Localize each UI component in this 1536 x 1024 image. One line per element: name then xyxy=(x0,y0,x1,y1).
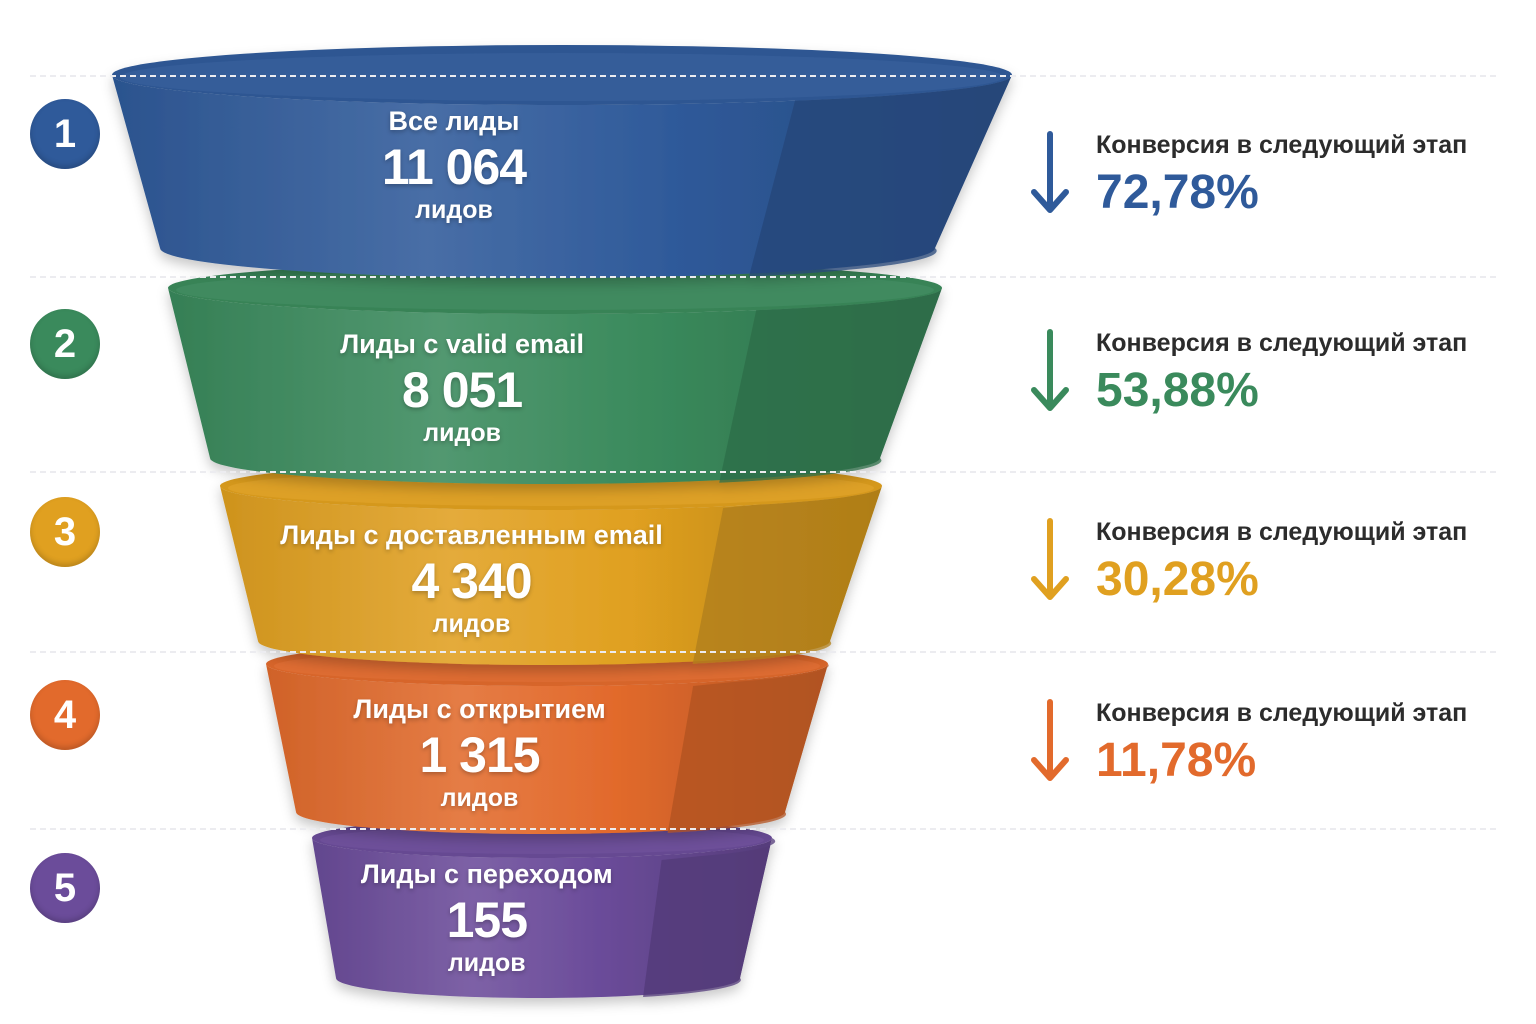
divider xyxy=(30,276,1496,278)
funnel-segment-1 xyxy=(112,45,1012,279)
segment-facet xyxy=(667,664,829,833)
stage-value: 11 064 xyxy=(381,139,527,195)
conversion-item: Конверсия в следующий этап 30,28% xyxy=(1026,517,1506,617)
stage-number-badge: 5 xyxy=(30,853,100,923)
stage-label: Все лиды xyxy=(388,106,520,136)
segment-facet xyxy=(749,75,1012,277)
divider xyxy=(30,828,1496,830)
stage-unit: лидов xyxy=(440,784,519,812)
stage-value: 1 315 xyxy=(419,727,540,783)
stage-unit: лидов xyxy=(423,419,501,447)
segment-facet xyxy=(643,838,776,997)
segment-rim-inner xyxy=(120,53,1004,101)
divider xyxy=(30,75,1496,77)
funnel-segment-5 xyxy=(312,818,776,998)
conversion-item: Конверсия в следующий этап 53,88% xyxy=(1026,328,1506,428)
stage-number-badge: 2 xyxy=(30,309,100,379)
divider xyxy=(30,651,1496,653)
conversion-label: Конверсия в следующий этап xyxy=(1096,329,1468,357)
divider xyxy=(30,471,1496,473)
conversion-value: 72,78% xyxy=(1096,166,1259,219)
stage-unit: лидов xyxy=(415,196,493,224)
conversion-label: Конверсия в следующий этап xyxy=(1096,699,1468,727)
stage-text-3: Лиды с доставленным email 4 340 лидов xyxy=(232,518,712,638)
arrow-down-icon xyxy=(1031,699,1069,781)
stage-unit: лидов xyxy=(432,610,511,638)
stage-value: 8 051 xyxy=(402,362,523,418)
stage-value: 155 xyxy=(446,892,528,948)
segment-rim-inner xyxy=(176,270,934,310)
stage-label: Лиды с valid email xyxy=(340,329,585,359)
stage-number-badge: 3 xyxy=(30,497,100,567)
arrow-down-icon xyxy=(1031,329,1069,411)
stage-text-2: Лиды с valid email 8 051 лидов xyxy=(242,327,682,447)
conversion-item: Конверсия в следующий этап 11,78% xyxy=(1026,698,1506,798)
conversion-value: 53,88% xyxy=(1096,364,1259,417)
stage-number-badge: 4 xyxy=(30,680,100,750)
stage-text-4: Лиды с открытием 1 315 лидов xyxy=(290,692,670,812)
stage-value: 4 340 xyxy=(411,553,532,609)
conversion-value: 30,28% xyxy=(1096,553,1259,606)
segment-facet xyxy=(692,486,882,664)
stage-text-1: Все лиды 11 064 лидов xyxy=(254,104,654,224)
stage-text-5: Лиды с переходом 155 лидов xyxy=(327,857,647,977)
stage-label: Лиды с открытием xyxy=(353,694,606,724)
segment-rim-inner xyxy=(320,826,764,854)
segment-facet xyxy=(719,288,942,483)
conversion-label: Конверсия в следующий этап xyxy=(1096,131,1468,159)
conversion-item: Конверсия в следующий этап 72,78% xyxy=(1026,130,1506,230)
conversion-label: Конверсия в следующий этап xyxy=(1096,518,1468,546)
arrow-down-icon xyxy=(1031,518,1069,600)
stage-number-badge: 1 xyxy=(30,99,100,169)
stage-label: Лиды с доставленным email xyxy=(280,520,663,550)
funnel-segment-2 xyxy=(168,262,942,484)
stage-unit: лидов xyxy=(447,949,526,977)
arrow-down-icon xyxy=(1031,131,1069,213)
conversion-value: 11,78% xyxy=(1096,734,1257,787)
stage-label: Лиды с переходом xyxy=(360,859,613,889)
